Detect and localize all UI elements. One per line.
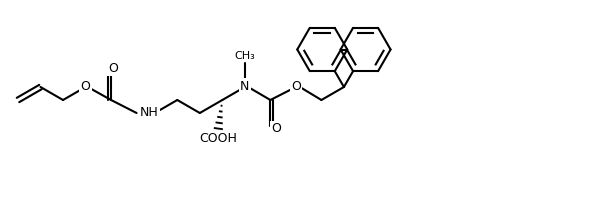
Text: O: O <box>291 79 301 93</box>
Text: O: O <box>81 80 91 94</box>
Text: O: O <box>108 62 118 74</box>
Text: N: N <box>240 79 249 93</box>
Text: CH₃: CH₃ <box>235 51 255 61</box>
Text: NH: NH <box>140 106 158 120</box>
Text: COOH: COOH <box>199 132 237 145</box>
Text: O: O <box>271 123 282 135</box>
